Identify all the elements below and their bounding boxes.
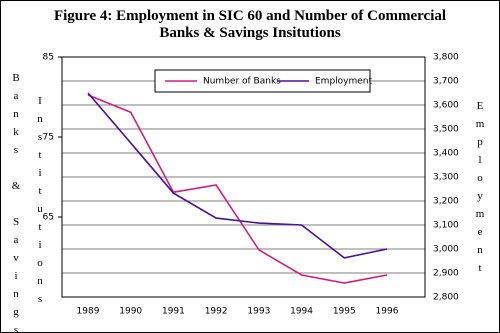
y-tick-label: 75 <box>43 133 54 143</box>
x-tick-label: 1993 <box>247 307 270 317</box>
y-axis-label: Banks & Savings <box>10 72 22 333</box>
y2-tick-label: 3,100 <box>433 221 459 231</box>
y-tick-label: 85 <box>43 53 54 63</box>
line-series <box>87 92 388 259</box>
x-tick-label: 1991 <box>162 307 185 317</box>
line-series <box>87 94 388 284</box>
y2-tick-label: 3,000 <box>433 245 459 255</box>
y2-tick-label: 3,300 <box>433 173 459 183</box>
x-tick-label: 1996 <box>376 307 399 317</box>
x-tick-label: 1994 <box>290 307 313 317</box>
chart-title: Figure 4: Employment in SIC 60 and Numbe… <box>54 8 446 41</box>
y2-tick-label: 3,700 <box>433 77 459 87</box>
x-tick-label: 1989 <box>77 307 100 317</box>
x-tick-label: 1995 <box>333 307 356 317</box>
legend-label: Number of Banks <box>203 77 281 87</box>
y2-tick-label: 3,800 <box>433 53 459 63</box>
y-tick-label: 65 <box>43 213 54 223</box>
legend <box>154 69 371 93</box>
y-axis-label: Institutions <box>34 95 46 311</box>
legend-label: Employment <box>315 77 373 87</box>
y2-tick-label: 3,200 <box>433 197 459 207</box>
y2-tick-label: 2,800 <box>433 293 459 303</box>
x-tick-label: 1992 <box>205 307 228 317</box>
y2-tick-label: 2,900 <box>433 269 459 279</box>
x-tick-label: 1990 <box>119 307 142 317</box>
y2-tick-label: 3,600 <box>433 101 459 111</box>
y2-axis-label: Employment <box>474 100 486 280</box>
y2-tick-label: 3,500 <box>433 125 459 135</box>
y2-tick-label: 3,400 <box>433 149 459 159</box>
